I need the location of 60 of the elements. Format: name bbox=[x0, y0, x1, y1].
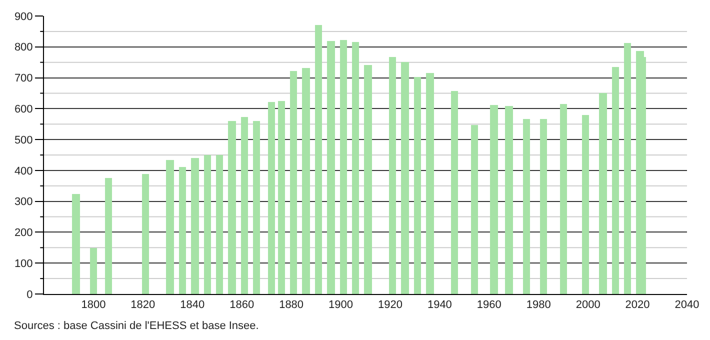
bar bbox=[612, 67, 619, 294]
bar bbox=[90, 248, 97, 294]
bar bbox=[302, 68, 310, 294]
y-tick-label: 800 bbox=[14, 42, 33, 54]
bar bbox=[228, 121, 236, 294]
bar bbox=[582, 115, 589, 294]
x-tick-label: 1900 bbox=[328, 299, 354, 312]
bar bbox=[241, 117, 248, 294]
y-tick-label: 500 bbox=[14, 134, 33, 146]
bar bbox=[426, 73, 434, 294]
x-tick-label: 1960 bbox=[476, 299, 502, 312]
bar bbox=[389, 57, 396, 294]
bar bbox=[179, 167, 186, 294]
bar bbox=[599, 93, 607, 294]
x-tick-label: 1880 bbox=[279, 299, 304, 312]
y-tick-label: 600 bbox=[14, 104, 33, 116]
x-tick-label: 1940 bbox=[427, 299, 452, 312]
bar bbox=[268, 102, 275, 294]
bar bbox=[204, 155, 211, 294]
source-note: Sources : base Cassini de l'EHESS et base Insee. bbox=[14, 320, 259, 332]
bar bbox=[340, 40, 347, 294]
y-tick-label: 200 bbox=[14, 227, 33, 240]
x-tick-label: 1860 bbox=[230, 299, 254, 312]
bar bbox=[414, 77, 421, 294]
bar bbox=[253, 121, 260, 294]
bar bbox=[401, 62, 409, 294]
bar bbox=[624, 43, 631, 294]
y-tick-label: 0 bbox=[26, 288, 33, 301]
x-tick-label: 1840 bbox=[180, 299, 205, 312]
y-tick-label: 300 bbox=[14, 196, 33, 208]
bar bbox=[166, 160, 174, 294]
x-tick-label: 1800 bbox=[81, 299, 106, 312]
x-tick-label: 2020 bbox=[625, 299, 650, 312]
x-tick-label: 2040 bbox=[674, 299, 700, 312]
bar bbox=[191, 158, 199, 294]
x-tick-label: 1820 bbox=[130, 299, 156, 312]
bar bbox=[505, 106, 513, 294]
bar bbox=[364, 65, 372, 294]
bar bbox=[216, 155, 223, 294]
y-tick-label: 400 bbox=[14, 165, 33, 178]
bar bbox=[451, 91, 458, 294]
bar bbox=[471, 125, 478, 294]
bar bbox=[315, 25, 322, 294]
bar bbox=[72, 194, 80, 294]
y-tick-label: 900 bbox=[14, 10, 33, 23]
bar bbox=[278, 101, 285, 294]
x-tick-label: 1920 bbox=[378, 299, 402, 312]
x-tick-label: 2000 bbox=[576, 299, 600, 312]
bar bbox=[523, 119, 530, 294]
y-tick-label: 100 bbox=[14, 258, 33, 270]
bar bbox=[105, 178, 112, 294]
bar bbox=[290, 71, 297, 294]
bar bbox=[540, 119, 547, 294]
bar bbox=[560, 104, 567, 294]
y-tick-label: 700 bbox=[14, 72, 33, 85]
bar bbox=[327, 41, 335, 294]
bar bbox=[490, 105, 498, 294]
x-tick-label: 1980 bbox=[526, 299, 551, 312]
bar bbox=[142, 174, 149, 294]
bar bbox=[352, 42, 359, 294]
